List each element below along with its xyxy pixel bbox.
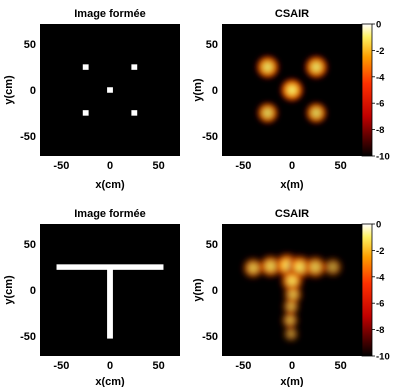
intensity-blob <box>279 77 305 103</box>
y-tick-label: 50 <box>24 39 36 51</box>
intensity-blob <box>323 257 343 277</box>
intensity-layer <box>255 54 329 125</box>
x-axis-label: x(cm) <box>95 179 125 191</box>
x-tick-label: 50 <box>334 360 346 372</box>
chart-title: Image formée <box>74 208 146 220</box>
colorbar-tick-label: -4 <box>376 272 385 283</box>
colorbar-tick-label: -10 <box>376 352 390 363</box>
x-axis-label: x(cm) <box>95 376 125 387</box>
colorbar-tick-label: -8 <box>376 125 384 136</box>
y-axis-label: y(m) <box>192 278 204 302</box>
x-tick-label: 50 <box>334 160 346 172</box>
colorbar-tick-label: -2 <box>376 46 384 57</box>
colorbar <box>361 223 373 357</box>
target-rect <box>107 87 113 93</box>
target-rect <box>107 267 113 339</box>
y-tick-label: -50 <box>20 331 36 343</box>
colorbar-tick-label: -4 <box>376 72 385 83</box>
colorbar-tick-label: -6 <box>376 99 384 110</box>
x-tick-label: -50 <box>235 360 251 372</box>
colorbar-tick-label: -10 <box>376 152 390 163</box>
chart-title: CSAIR <box>275 8 309 20</box>
y-axis-label: y(cm) <box>3 75 15 105</box>
x-tick-label: -50 <box>53 160 69 172</box>
y-tick-label: 50 <box>206 239 218 251</box>
colorbar-tick-label: -8 <box>376 325 384 336</box>
y-axis-label: y(cm) <box>3 275 15 305</box>
y-tick-label: -50 <box>202 331 218 343</box>
panel-image-formee-points: Image formée -50 0 50 50 0 -50 x(cm) y(cm) <box>3 8 180 191</box>
y-tick-label: -50 <box>20 131 36 143</box>
colorbar-tick-label: 0 <box>376 20 381 31</box>
panel-csair-points: CSAIR -50 0 50 50 0 -50 0 -2 -4 -6 -8 -10 x(m) y(m… <box>192 8 390 191</box>
y-tick-label: 0 <box>30 85 36 97</box>
chart-title: CSAIR <box>275 208 309 220</box>
y-tick-label: 50 <box>206 39 218 51</box>
x-tick-label: 0 <box>289 360 295 372</box>
x-axis-label: x(m) <box>280 179 304 191</box>
colorbar-tick-label: -2 <box>376 246 384 257</box>
colorbar-tick-label: -6 <box>376 299 384 310</box>
intensity-blob <box>305 101 328 125</box>
target-rect <box>131 110 138 116</box>
y-axis-label: y(m) <box>192 78 204 102</box>
intensity-blob <box>283 326 299 342</box>
target-rect <box>82 110 89 116</box>
x-tick-label: -50 <box>235 160 251 172</box>
intensity-blob <box>280 269 304 293</box>
y-tick-label: 0 <box>30 285 36 297</box>
intensity-blob <box>282 298 300 315</box>
target-rect <box>82 64 89 70</box>
y-tick-label: 50 <box>24 239 36 251</box>
y-tick-label: 0 <box>212 85 218 97</box>
x-tick-label: 0 <box>107 160 113 172</box>
intensity-layer <box>242 253 343 342</box>
x-axis-label: x(m) <box>280 376 304 387</box>
y-tick-label: -50 <box>202 131 218 143</box>
intensity-blob <box>304 54 329 80</box>
intensity-blob <box>242 257 264 279</box>
chart-title: Image formée <box>74 8 146 20</box>
x-tick-label: 0 <box>107 360 113 372</box>
target-rect <box>131 64 138 70</box>
intensity-blob <box>304 255 327 279</box>
panel-csair-t: CSAIR -50 0 50 50 0 -50 0 -2 -4 -6 -8 -10 x(m) y(m… <box>192 208 390 387</box>
intensity-blob <box>281 312 299 329</box>
colorbar <box>361 23 373 157</box>
panel-image-formee-t: Image formée -50 0 50 50 0 -50 x(cm) y(cm) <box>3 208 180 387</box>
x-tick-label: -50 <box>53 360 69 372</box>
x-tick-label: 50 <box>152 160 164 172</box>
intensity-blob <box>255 54 280 80</box>
x-tick-label: 0 <box>289 160 295 172</box>
y-tick-label: 0 <box>212 285 218 297</box>
x-tick-label: 50 <box>152 360 164 372</box>
colorbar-tick-label: 0 <box>376 220 381 231</box>
intensity-blob <box>256 101 279 125</box>
